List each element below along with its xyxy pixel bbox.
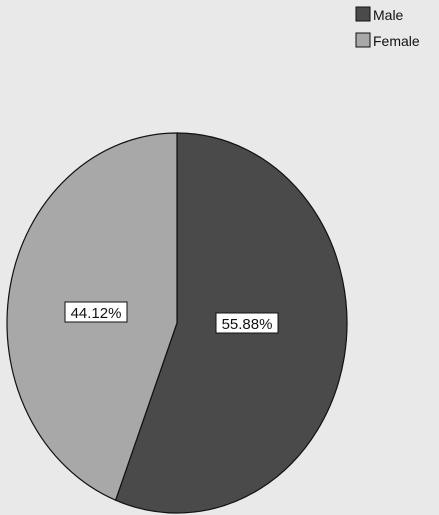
legend-label-male: Male — [373, 7, 404, 23]
data-label-male: 55.88% — [222, 316, 273, 333]
data-labels: 55.88% 44.12% — [64, 301, 279, 334]
pie-slices — [6, 132, 348, 514]
data-label-box-male — [215, 312, 279, 334]
legend: Male Female — [355, 6, 420, 49]
legend-label-female: Female — [373, 33, 420, 49]
legend-swatch-female — [355, 32, 371, 48]
legend-swatch-male — [355, 6, 371, 22]
data-label-box-female — [64, 301, 128, 323]
data-label-female: 44.12% — [71, 305, 122, 322]
